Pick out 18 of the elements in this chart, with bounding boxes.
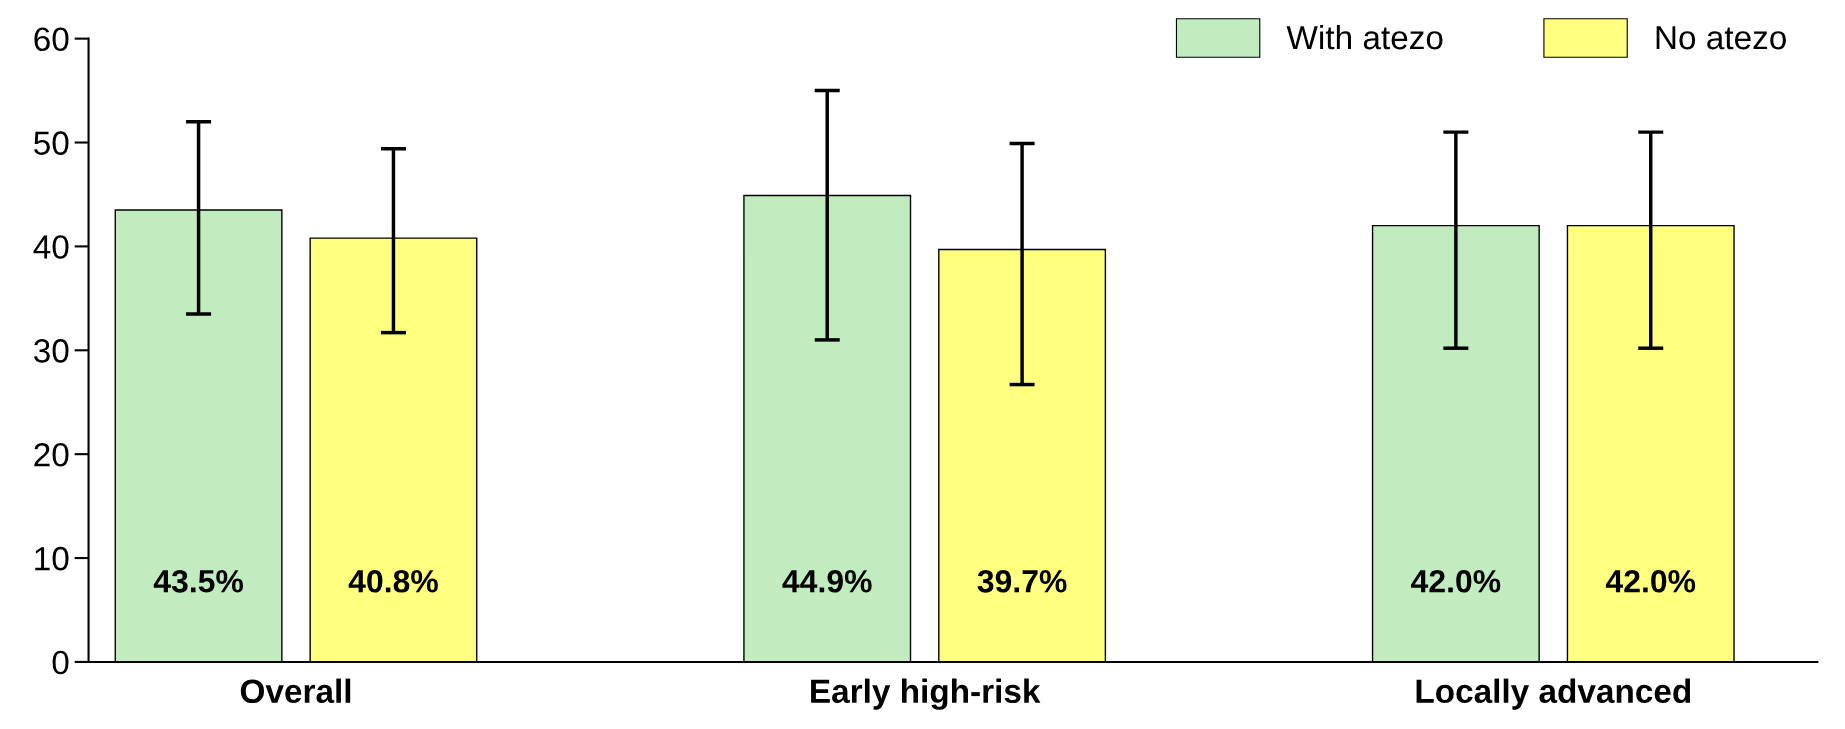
y-tick-label: 0	[52, 650, 69, 675]
y-tick-label: 30	[34, 339, 69, 363]
y-tick-label: 20	[34, 442, 69, 467]
y-tick-label: 60	[34, 27, 69, 52]
x-tick-label: Early high-risk	[811, 678, 1041, 710]
data-label: 43.5%	[153, 569, 244, 593]
y-tick-label: 10	[35, 546, 69, 571]
data-label: 39.7%	[977, 569, 1067, 593]
data-label: 40.8%	[348, 569, 438, 593]
y-tick-label: 40	[33, 235, 69, 259]
data-label: 42.0%	[1605, 569, 1696, 593]
x-tick-label: Overall	[240, 678, 351, 704]
y-tick-label: 50	[34, 131, 69, 155]
legend-label: No atezo	[1656, 26, 1786, 50]
data-label: 44.9%	[782, 569, 872, 593]
x-tick-label: Locally advanced	[1416, 678, 1691, 710]
legend-label: With atezo	[1286, 24, 1443, 50]
data-label: 42.0%	[1411, 569, 1501, 593]
